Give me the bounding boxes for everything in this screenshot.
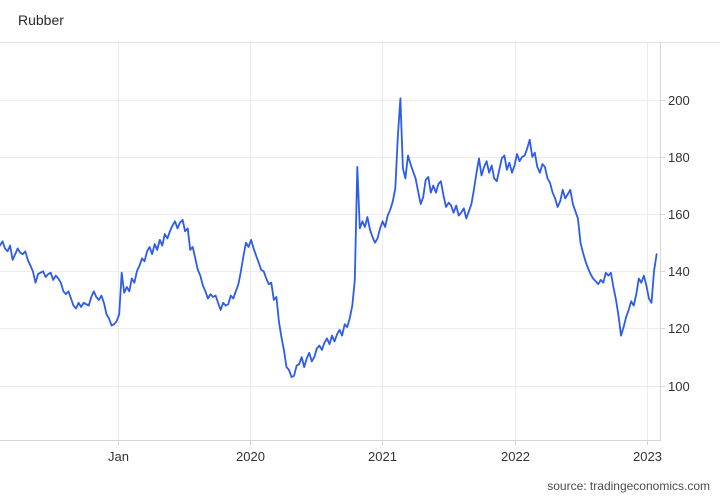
- y-tick-label: 100: [668, 379, 690, 394]
- y-tick-label: 160: [668, 207, 690, 222]
- x-tick-label: 2023: [633, 449, 662, 464]
- y-tick-label: 200: [668, 93, 690, 108]
- x-tick-label: 2020: [236, 449, 265, 464]
- x-tick-label: 2021: [368, 449, 397, 464]
- source-credit: source: tradingeconomics.com: [547, 479, 710, 493]
- chart-title: Rubber: [18, 12, 64, 28]
- y-tick-label: 140: [668, 264, 690, 279]
- price-line: [0, 97, 658, 378]
- x-tick-label: 2022: [501, 449, 530, 464]
- x-tick-label: Jan: [108, 449, 129, 464]
- y-tick-label: 180: [668, 150, 690, 165]
- y-tick-label: 120: [668, 321, 690, 336]
